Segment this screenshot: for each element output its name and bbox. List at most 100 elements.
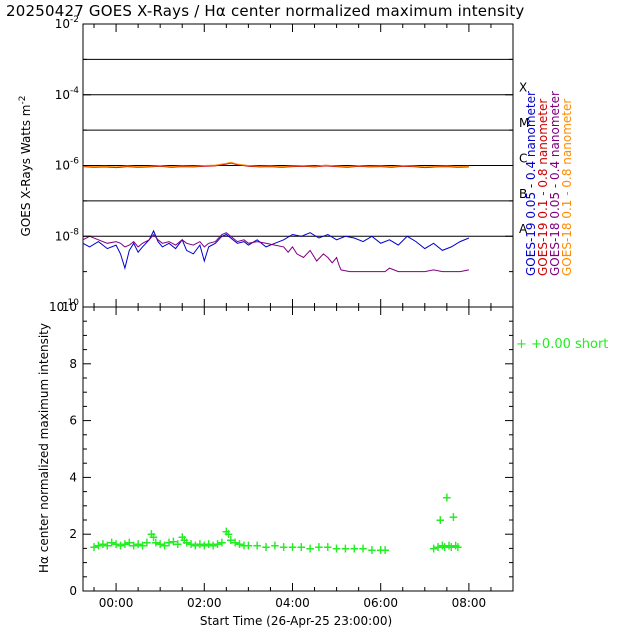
goes-ytick-label: 10-2 (55, 15, 79, 31)
halpha-point: + (314, 540, 324, 554)
halpha-point: + (349, 541, 359, 555)
goes-ytick-base: 10 (55, 229, 70, 243)
goes-class-labels: X M C B A (519, 81, 529, 237)
halpha-point: + (252, 539, 262, 553)
goes-x-ticks (93, 24, 492, 307)
halpha-point: + (111, 537, 121, 551)
halpha-point: + (182, 536, 192, 550)
goes-class-label-X: X (519, 81, 527, 95)
halpha-point: + (332, 541, 342, 555)
halpha-ytick-label: 4 (69, 470, 77, 484)
halpha-point: + (98, 537, 108, 551)
halpha-point: + (323, 540, 333, 554)
halpha-ytick-label: 10 (62, 300, 77, 314)
halpha-point: + (190, 539, 200, 553)
halpha-point: + (146, 527, 156, 541)
halpha-point: + (129, 539, 139, 553)
halpha-point: + (429, 541, 439, 555)
goes-ytick-label: 10-6 (55, 157, 80, 173)
goes-ytick-base: 10 (55, 159, 70, 173)
halpha-point: + (287, 540, 297, 554)
goes-ytick-exponent: -6 (70, 157, 79, 167)
goes-ytick-base: 10 (49, 300, 64, 314)
goes-ytick-base: 10 (55, 88, 70, 102)
halpha-point: + (448, 510, 458, 524)
goes-class-lines (83, 58, 513, 237)
halpha-point: + (151, 536, 161, 550)
halpha-xtick-label: 02:00 (187, 596, 222, 610)
halpha-point: + (179, 533, 189, 547)
halpha-point: + (186, 537, 196, 551)
halpha-point: + (296, 540, 306, 554)
goes-legend-entry-3: GOES-18 0.1 - 0.8 nanometer (560, 99, 574, 276)
goes-ytick-exponent: -4 (70, 86, 79, 96)
halpha-ytick-label: 6 (69, 414, 77, 428)
halpha-point: + (142, 536, 152, 550)
halpha-point: + (235, 537, 245, 551)
goes-series-line-0 (82, 162, 469, 169)
halpha-x-ticks: 00:00 02:00 04:00 06:00 08:00 (93, 307, 492, 610)
halpha-point: + (124, 536, 134, 550)
halpha-point: + (199, 539, 209, 553)
halpha-point: + (442, 490, 452, 504)
goes-ytick-exponent: -8 (70, 227, 79, 237)
halpha-point: + (224, 527, 234, 541)
halpha-point: + (173, 537, 183, 551)
halpha-point: + (160, 539, 170, 553)
halpha-xtick-label: 00:00 (99, 596, 134, 610)
halpha-point: + (358, 541, 368, 555)
halpha-legend-marker: + (516, 337, 531, 352)
halpha-point: + (305, 541, 315, 555)
goes-legend-entry-2: GOES-18 0.05 - 0.4 nanometer (548, 91, 562, 276)
halpha-point: + (226, 533, 236, 547)
halpha-point: + (376, 543, 386, 557)
halpha-xtick-label: 06:00 (363, 596, 398, 610)
halpha-point: + (433, 540, 443, 554)
halpha-point: + (155, 537, 165, 551)
halpha-point: + (120, 537, 130, 551)
halpha-point: + (437, 539, 447, 553)
halpha-y-axis-label: Hα center normalized maximum intensity (37, 323, 51, 573)
halpha-legend-entry: + +0.00 short (516, 337, 608, 352)
goes-class-label-C: C (519, 151, 527, 165)
goes-series-line-3 (82, 232, 469, 273)
halpha-point: + (133, 537, 143, 551)
halpha-point: + (115, 539, 125, 553)
halpha-point: + (230, 536, 240, 550)
halpha-point: + (270, 539, 280, 553)
goes-ytick-label: 10-10 (49, 298, 79, 314)
goes-series-line-2 (82, 229, 470, 270)
goes-class-label-M: M (519, 116, 529, 130)
halpha-point: + (212, 537, 222, 551)
halpha-point: + (221, 524, 231, 538)
halpha-y-ticks: 0 2 4 6 8 10 (62, 300, 513, 598)
halpha-point: + (446, 540, 456, 554)
halpha-point: + (195, 537, 205, 551)
halpha-point: + (451, 539, 461, 553)
halpha-point: + (440, 540, 450, 554)
chart-title: 20250427 GOES X-Rays / Hα center normali… (6, 2, 525, 20)
goes-legend-entry-0: GOES-19 0.05 - 0.4 nanometer (524, 91, 538, 276)
halpha-point: + (102, 539, 112, 553)
halpha-point: + (380, 543, 390, 557)
halpha-point: + (261, 540, 271, 554)
goes-class-label-A: A (519, 222, 528, 236)
halpha-xtick-label: 04:00 (275, 596, 310, 610)
goes-ytick-exponent: -2 (70, 15, 79, 25)
halpha-point: + (279, 540, 289, 554)
goes-y-axis-label: GOES X-Rays Watts m-2 (18, 96, 33, 237)
goes-ytick-base: 10 (55, 17, 70, 31)
halpha-point: + (138, 539, 148, 553)
halpha-legend: + +0.00 short (516, 337, 608, 352)
halpha-point: + (107, 536, 117, 550)
goes-series-group (82, 161, 470, 273)
halpha-ytick-label: 8 (69, 357, 77, 371)
halpha-point: + (204, 537, 214, 551)
goes-y-axis-label-sup: -2 (18, 96, 28, 105)
halpha-point: + (453, 540, 463, 554)
halpha-point: + (177, 530, 187, 544)
halpha-point: + (168, 534, 178, 548)
goes-y-axis-label-text: GOES X-Rays Watts m (19, 105, 33, 237)
halpha-point: + (340, 541, 350, 555)
